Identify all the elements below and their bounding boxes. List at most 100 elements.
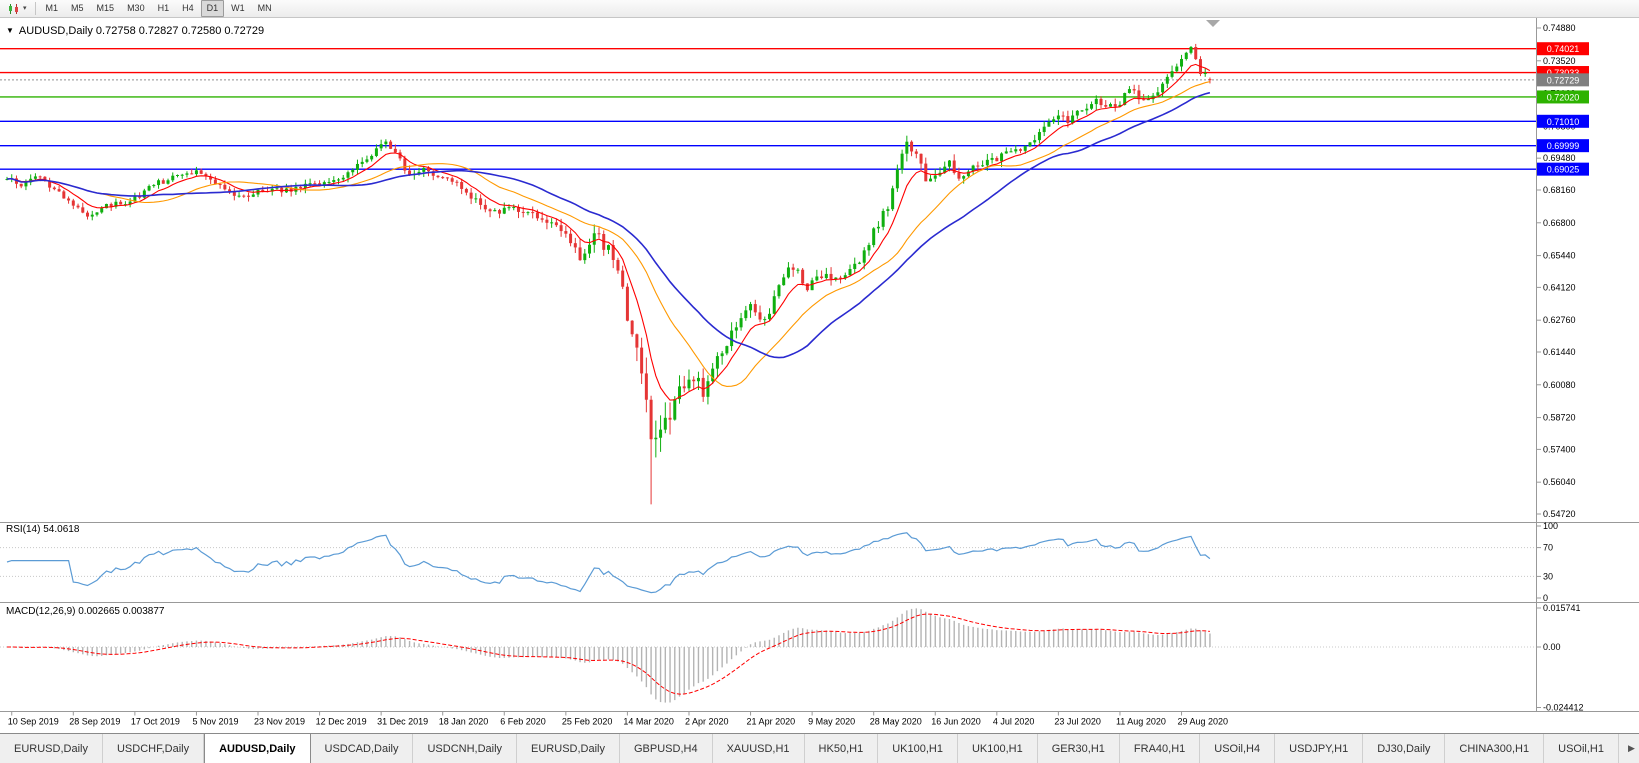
- svg-text:6 Feb 2020: 6 Feb 2020: [500, 717, 546, 727]
- chart-tab-dj30-daily[interactable]: DJ30,Daily: [1363, 734, 1446, 763]
- chart-title: ▼ AUDUSD,Daily 0.72758 0.72827 0.72580 0…: [6, 25, 264, 37]
- chart-tab-china300-h1[interactable]: CHINA300,H1: [1445, 734, 1545, 763]
- svg-text:0.56040: 0.56040: [1543, 477, 1576, 487]
- svg-text:28 May 2020: 28 May 2020: [870, 717, 922, 727]
- svg-text:25 Feb 2020: 25 Feb 2020: [562, 717, 613, 727]
- svg-text:14 Mar 2020: 14 Mar 2020: [623, 717, 674, 727]
- chart-type-button[interactable]: ▾: [3, 1, 31, 17]
- toolbar-separator: [34, 2, 36, 15]
- chart-tab-eurusd-daily[interactable]: EURUSD,Daily: [0, 734, 103, 763]
- axes: 0.748800.735200.721600.708000.694800.681…: [0, 18, 1639, 727]
- chart-tab-ger30-h1[interactable]: GER30,H1: [1038, 734, 1120, 763]
- svg-text:0.72729: 0.72729: [1547, 75, 1580, 85]
- chart-tab-uk100-h1[interactable]: UK100,H1: [958, 734, 1038, 763]
- svg-text:0.60080: 0.60080: [1543, 380, 1576, 390]
- svg-text:0.015741: 0.015741: [1543, 603, 1581, 613]
- svg-text:-0.024412: -0.024412: [1543, 702, 1584, 712]
- timeframe-button-d1[interactable]: D1: [200, 0, 225, 17]
- svg-text:0.72020: 0.72020: [1547, 92, 1580, 102]
- svg-text:17 Oct 2019: 17 Oct 2019: [131, 717, 180, 727]
- svg-text:0.61440: 0.61440: [1543, 347, 1576, 357]
- svg-text:29 Aug 2020: 29 Aug 2020: [1178, 717, 1229, 727]
- svg-text:12 Dec 2019: 12 Dec 2019: [316, 717, 367, 727]
- timeframe-button-m15[interactable]: M15: [96, 3, 115, 13]
- svg-text:31 Dec 2019: 31 Dec 2019: [377, 717, 428, 727]
- svg-text:0.64120: 0.64120: [1543, 282, 1576, 292]
- chart-tab-usoil-h4[interactable]: USOil,H4: [1200, 734, 1276, 763]
- svg-text:21 Apr 2020: 21 Apr 2020: [747, 717, 796, 727]
- chart-tab-hk50-h1[interactable]: HK50,H1: [805, 734, 879, 763]
- svg-text:0: 0: [1543, 593, 1548, 603]
- chart-tab-usdchf-daily[interactable]: USDCHF,Daily: [103, 734, 205, 763]
- svg-text:23 Jul 2020: 23 Jul 2020: [1054, 717, 1101, 727]
- chart-tab-xauusd-h1[interactable]: XAUUSD,H1: [713, 734, 805, 763]
- price-chart-svg[interactable]: 0.748800.735200.721600.708000.694800.681…: [0, 18, 1639, 733]
- chart-tab-usdjpy-h1[interactable]: USDJPY,H1: [1275, 734, 1364, 763]
- svg-text:30: 30: [1543, 571, 1553, 581]
- top-toolbar: ▾ M1 M5 M15 M30 H1 H4 D1 W1 MN: [0, 0, 1639, 18]
- svg-text:0.74880: 0.74880: [1543, 23, 1576, 33]
- timeframe-button-w1[interactable]: W1: [231, 3, 245, 13]
- svg-text:0.69999: 0.69999: [1547, 141, 1580, 151]
- timeframe-button-h4[interactable]: H4: [182, 3, 194, 13]
- svg-text:0.69025: 0.69025: [1547, 165, 1580, 175]
- timeframe-toolbar: M1 M5 M15 M30 H1 H4 D1 W1 MN: [40, 0, 278, 17]
- svg-text:0.69480: 0.69480: [1543, 153, 1576, 163]
- chart-shift-marker[interactable]: [1206, 20, 1220, 27]
- svg-text:28 Sep 2019: 28 Sep 2019: [69, 717, 120, 727]
- right-arrow-icon: ▶: [1627, 743, 1635, 753]
- price-line-labels[interactable]: 0.74021 0.73033 0.72020 0.71010 0.69999 0.690…: [1537, 42, 1589, 176]
- macd-indicator-label: MACD(12,26,9) 0.002665 0.003877: [6, 606, 165, 617]
- chart-tab-gbpusd-h4[interactable]: GBPUSD,H4: [620, 734, 713, 763]
- macd-pane: [0, 608, 1536, 703]
- timeframe-button-h1[interactable]: H1: [157, 3, 170, 13]
- ma-21-line: [6, 81, 1211, 387]
- tab-scroll-right-button[interactable]: ▶: [1619, 734, 1639, 763]
- timeframe-button-m1[interactable]: M1: [45, 3, 59, 13]
- svg-text:0.66800: 0.66800: [1543, 218, 1576, 228]
- rsi-pane: [0, 532, 1536, 594]
- svg-text:4 Jul 2020: 4 Jul 2020: [993, 717, 1035, 727]
- svg-text:0.65440: 0.65440: [1543, 251, 1576, 261]
- svg-text:100: 100: [1543, 521, 1558, 531]
- svg-text:0.73520: 0.73520: [1543, 56, 1576, 66]
- svg-text:18 Jan 2020: 18 Jan 2020: [439, 717, 489, 727]
- chevron-down-icon: ▾: [23, 5, 27, 12]
- svg-text:0.58720: 0.58720: [1543, 413, 1576, 423]
- svg-text:2 Apr 2020: 2 Apr 2020: [685, 717, 729, 727]
- rsi-indicator-label: RSI(14) 54.0618: [6, 524, 80, 535]
- svg-text:23 Nov 2019: 23 Nov 2019: [254, 717, 305, 727]
- timeframe-button-m5[interactable]: M5: [71, 3, 84, 13]
- svg-text:0.00: 0.00: [1543, 642, 1561, 652]
- chart-tab-bar: EURUSD,Daily USDCHF,Daily AUDUSD,Daily USDC…: [0, 733, 1639, 763]
- svg-text:9 May 2020: 9 May 2020: [808, 717, 855, 727]
- chart-tab-uk100-h1[interactable]: UK100,H1: [878, 734, 958, 763]
- svg-text:0.68160: 0.68160: [1543, 185, 1576, 195]
- candlestick-series: [5, 43, 1212, 505]
- svg-text:0.71010: 0.71010: [1547, 117, 1580, 127]
- svg-text:10 Sep 2019: 10 Sep 2019: [8, 717, 59, 727]
- chart-tab-usdcad-daily[interactable]: USDCAD,Daily: [311, 734, 414, 763]
- svg-text:0.57400: 0.57400: [1543, 444, 1576, 454]
- timeframe-button-m30[interactable]: M30: [127, 3, 145, 13]
- svg-text:0.54720: 0.54720: [1543, 509, 1576, 519]
- chart-tab-eurusd-daily[interactable]: EURUSD,Daily: [517, 734, 620, 763]
- chart-tab-usdcnh-daily[interactable]: USDCNH,Daily: [413, 734, 518, 763]
- chart-tab-fra40-h1[interactable]: FRA40,H1: [1120, 734, 1201, 763]
- ma-8-line: [6, 63, 1211, 401]
- chart-title-text: AUDUSD,Daily 0.72758 0.72827 0.72580 0.7…: [18, 25, 265, 37]
- ma-34-line: [6, 91, 1211, 359]
- svg-text:0.74021: 0.74021: [1547, 44, 1580, 54]
- horizontal-lines[interactable]: [0, 48, 1536, 170]
- svg-text:70: 70: [1543, 543, 1553, 553]
- chart-tab-usoil-h1[interactable]: USOil,H1: [1544, 734, 1619, 763]
- svg-text:5 Nov 2019: 5 Nov 2019: [192, 717, 238, 727]
- svg-text:0.73033: 0.73033: [1547, 68, 1580, 78]
- chart-window[interactable]: 0.748800.735200.721600.708000.694800.681…: [0, 18, 1639, 733]
- chart-tab-audusd-daily[interactable]: AUDUSD,Daily: [204, 734, 311, 763]
- timeframe-button-mn[interactable]: MN: [257, 3, 272, 13]
- candlestick-chart-icon: [9, 3, 18, 14]
- svg-text:16 Jun 2020: 16 Jun 2020: [931, 717, 981, 727]
- triangle-down-icon: ▼: [6, 26, 14, 35]
- svg-text:11 Aug 2020: 11 Aug 2020: [1116, 717, 1166, 727]
